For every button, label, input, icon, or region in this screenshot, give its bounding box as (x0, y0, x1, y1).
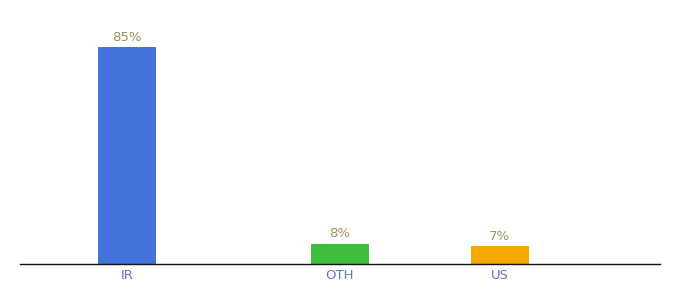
Bar (98, 46, 156, 264)
Text: 85%: 85% (112, 31, 141, 44)
Text: 8%: 8% (330, 227, 350, 241)
Text: 7%: 7% (489, 230, 511, 243)
Bar (311, 244, 369, 264)
Bar (471, 246, 529, 264)
